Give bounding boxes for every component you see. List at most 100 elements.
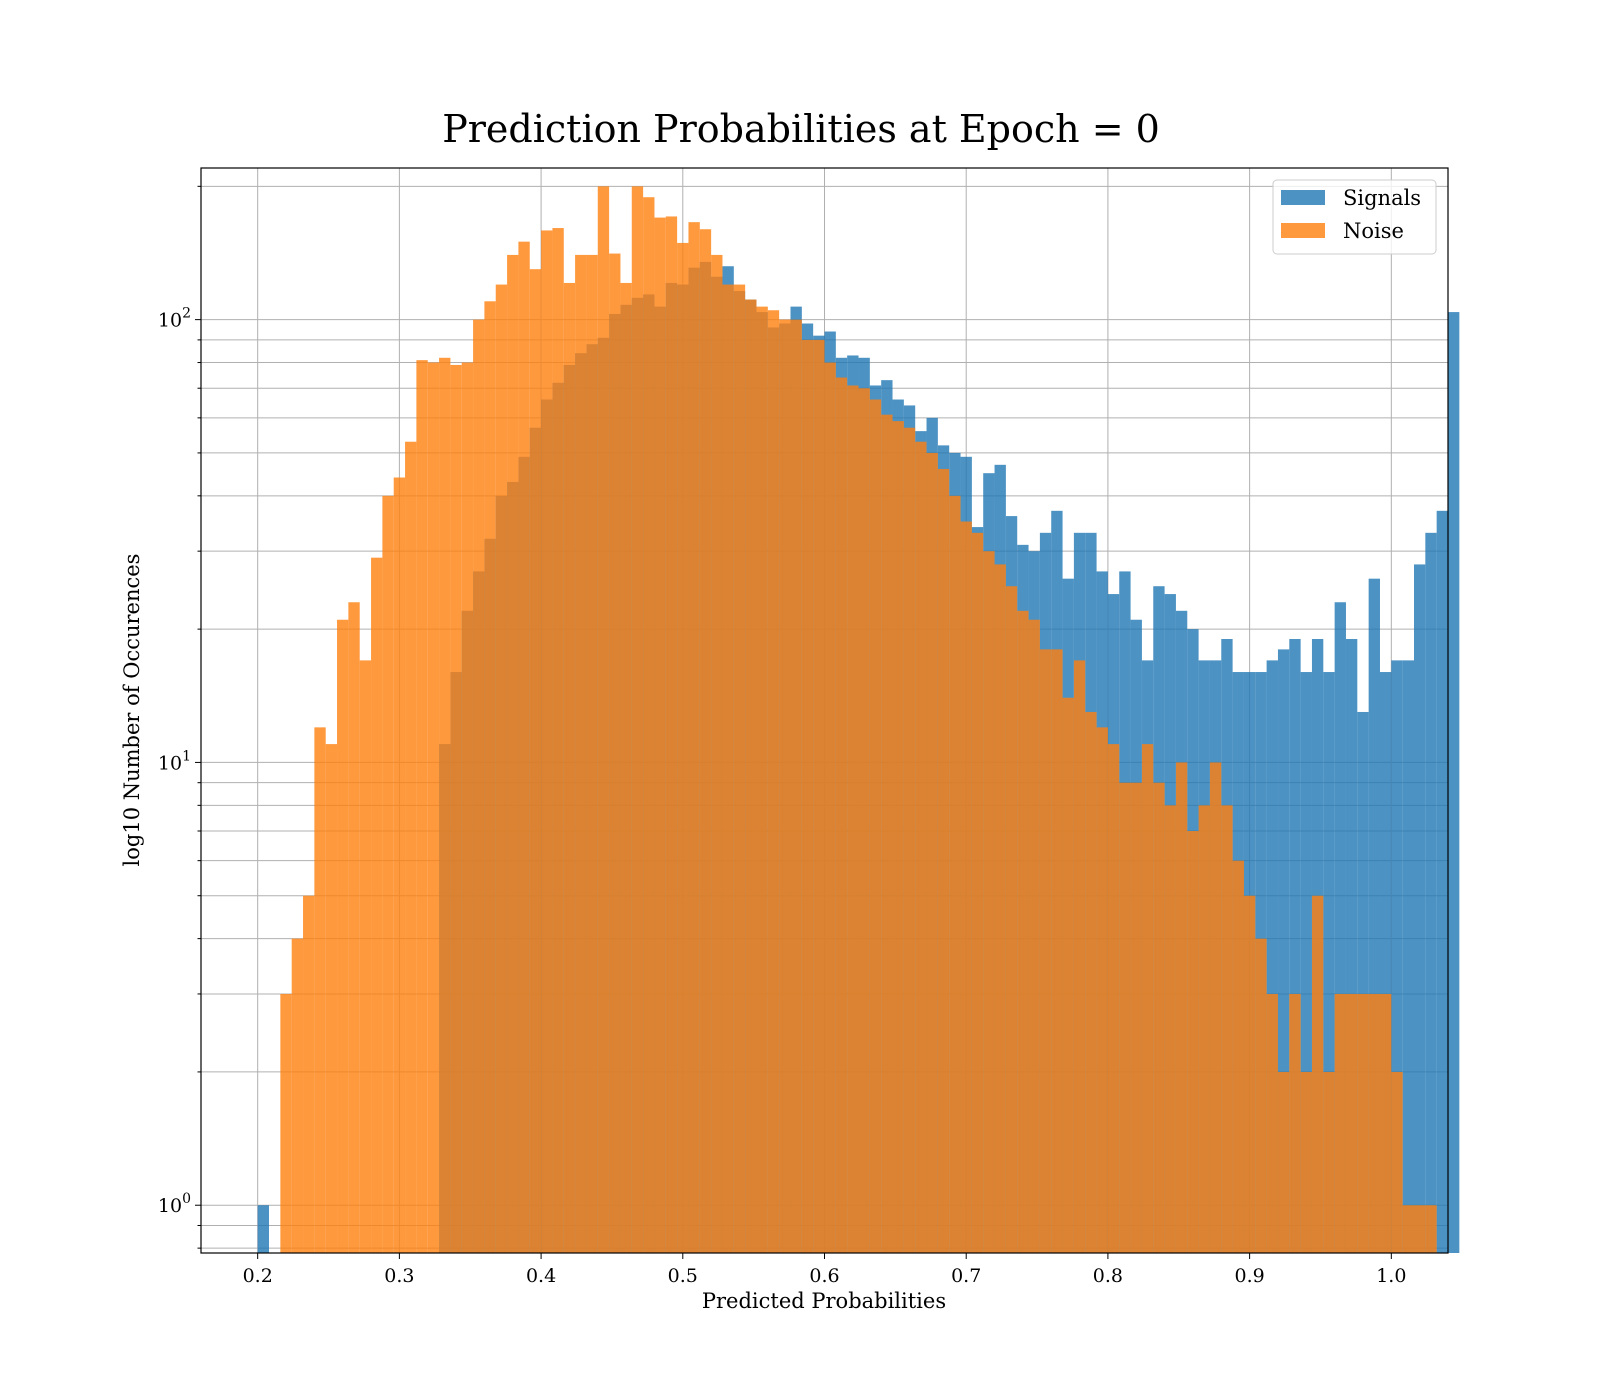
noise-bar <box>903 427 916 1253</box>
noise-bar <box>1232 860 1244 1253</box>
noise-bar <box>1300 1071 1312 1253</box>
signals-bar <box>1436 510 1448 1253</box>
signals-bar <box>1402 660 1414 1253</box>
x-tick-label: 0.9 <box>1235 1265 1265 1287</box>
x-tick-label: 1.0 <box>1376 1265 1406 1287</box>
noise-bar <box>722 284 734 1253</box>
noise-bar <box>541 230 553 1254</box>
noise-bar <box>937 468 950 1254</box>
noise-bar <box>552 228 564 1253</box>
noise-bar <box>371 557 383 1253</box>
signals-bar <box>1357 711 1369 1253</box>
noise-bar <box>835 377 848 1253</box>
noise-bar <box>575 254 587 1254</box>
noise-bar <box>586 254 598 1254</box>
signals-bar <box>1345 638 1358 1253</box>
y-axis-label: log10 Number of Occurences <box>120 554 144 867</box>
noise-bar <box>1051 649 1063 1253</box>
signals-bar <box>1368 578 1380 1253</box>
noise-bar <box>688 222 700 1253</box>
noise-bar <box>1175 762 1188 1253</box>
noise-bar <box>1028 619 1040 1253</box>
noise-bar <box>960 521 972 1253</box>
noise-bar <box>473 319 485 1253</box>
noise-bar <box>1130 782 1142 1253</box>
legend-label-signals: Signals <box>1343 186 1421 210</box>
y-axis-ticks: 100 101 102 <box>158 185 201 1249</box>
noise-bar <box>280 993 292 1253</box>
noise-bar <box>643 197 655 1254</box>
noise-bar <box>1062 697 1074 1253</box>
noise-bar <box>1413 1205 1426 1253</box>
noise-bar <box>1277 1071 1290 1253</box>
x-axis-ticks: 0.2 0.3 0.4 0.5 0.6 0.7 0.8 0.9 1.0 <box>243 1253 1406 1287</box>
noise-bar <box>1402 1205 1414 1253</box>
signals-bar <box>1277 649 1290 1253</box>
noise-bar <box>1005 586 1018 1253</box>
noise-bar <box>1221 805 1233 1253</box>
chart-title: Prediction Probabilities at Epoch = 0 <box>442 107 1160 151</box>
noise-bar <box>971 532 984 1253</box>
noise-bar <box>1243 895 1256 1253</box>
noise-bar <box>1187 831 1199 1253</box>
noise-bar <box>1334 993 1346 1253</box>
noise-bar <box>1198 805 1210 1253</box>
y-tick-label: 101 <box>158 748 191 774</box>
noise-bar <box>949 495 961 1253</box>
noise-bar <box>1289 993 1301 1253</box>
noise-bar <box>983 551 995 1253</box>
noise-bar <box>869 399 882 1254</box>
x-tick-label: 0.5 <box>668 1265 698 1287</box>
noise-bar <box>348 602 360 1253</box>
noise-bar <box>325 744 338 1253</box>
noise-bar <box>1391 1071 1403 1253</box>
noise-bar <box>926 452 938 1254</box>
noise-bar <box>529 269 542 1253</box>
noise-bar <box>1164 805 1176 1253</box>
x-axis-label: Predicted Probabilities <box>702 1289 946 1313</box>
noise-bar <box>405 441 417 1253</box>
noise-bar <box>790 319 802 1253</box>
y-tick-label: 102 <box>158 306 191 332</box>
noise-bar <box>303 895 315 1253</box>
signals-bar <box>1448 312 1460 1254</box>
noise-bar <box>654 217 666 1253</box>
noise-bar <box>1119 782 1131 1253</box>
x-tick-label: 0.4 <box>526 1265 556 1287</box>
noise-bar <box>1209 762 1222 1253</box>
noise-bar <box>563 282 576 1254</box>
x-tick-label: 0.2 <box>243 1265 273 1287</box>
noise-bar <box>1096 727 1108 1253</box>
signals-bar <box>1300 672 1312 1253</box>
noise-bar <box>1379 993 1392 1253</box>
signals-bar <box>1323 672 1335 1253</box>
noise-bar <box>609 253 621 1254</box>
noise-bar <box>1107 744 1120 1253</box>
noise-bar <box>291 938 304 1253</box>
noise-bar <box>597 186 610 1253</box>
noise-bar <box>813 339 825 1253</box>
y-tick-label: 100 <box>158 1191 191 1217</box>
noise-bar <box>461 362 474 1253</box>
noise-bar <box>994 564 1006 1253</box>
noise-bar <box>1153 782 1165 1253</box>
noise-bar <box>847 385 859 1253</box>
legend: Signals Noise <box>1272 179 1437 255</box>
noise-bar <box>1017 610 1029 1253</box>
noise-bar <box>745 299 757 1253</box>
noise-bar <box>1266 993 1278 1253</box>
noise-bar <box>756 306 768 1254</box>
noise-bar <box>915 441 927 1253</box>
noise-bar <box>393 477 406 1253</box>
noise-bar <box>711 254 723 1254</box>
signals-bar <box>257 1205 270 1253</box>
noise-bar <box>824 362 836 1253</box>
x-tick-label: 0.6 <box>809 1265 839 1287</box>
noise-bar <box>733 284 746 1253</box>
x-tick-label: 0.8 <box>1093 1265 1123 1287</box>
noise-bar <box>1311 895 1324 1253</box>
noise-bar <box>382 495 394 1253</box>
noise-bar <box>450 364 462 1253</box>
signals-bar <box>1391 660 1403 1253</box>
